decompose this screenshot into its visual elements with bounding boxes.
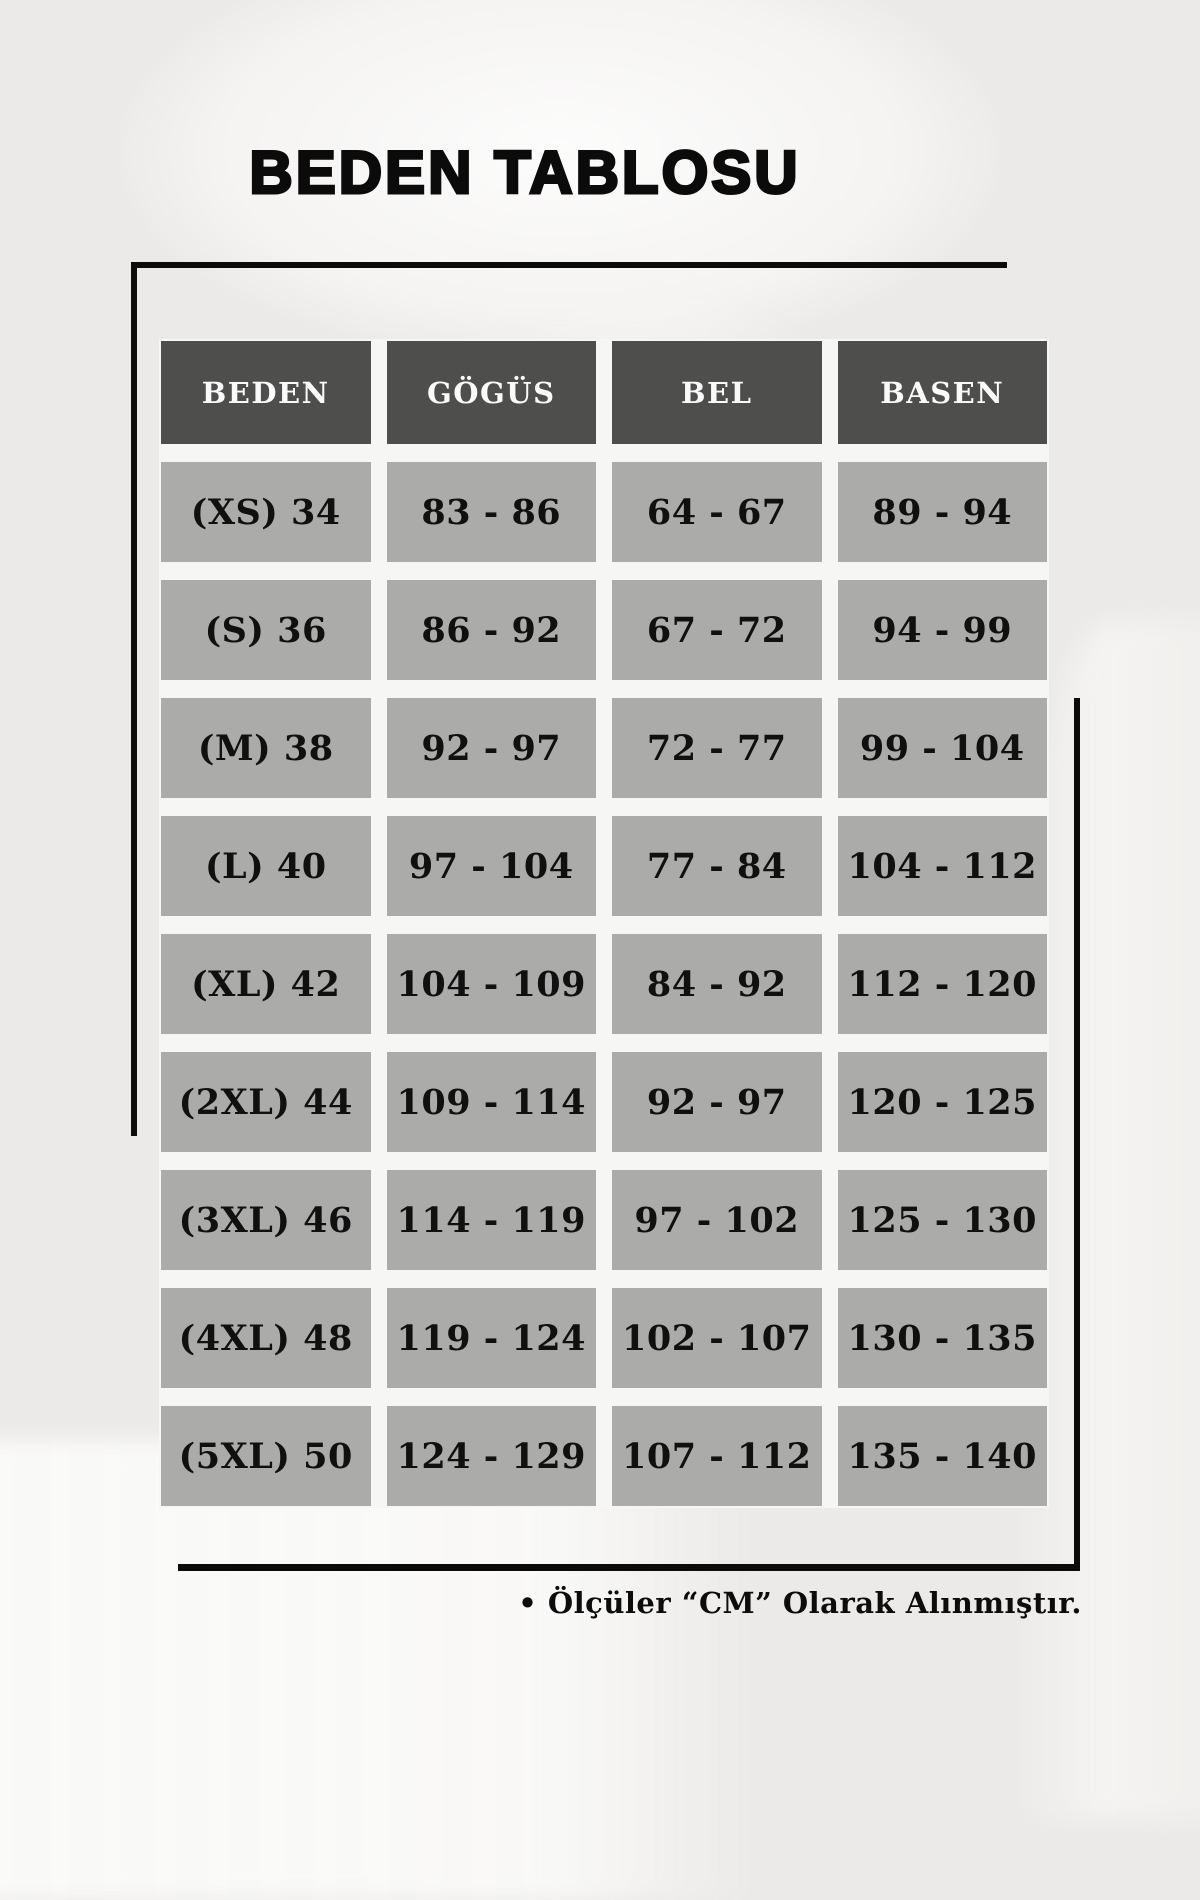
size-cell: (3XL) 46 <box>161 1170 371 1270</box>
size-cell: (4XL) 48 <box>161 1288 371 1388</box>
measure-cell: 99 - 104 <box>837 698 1047 798</box>
header-cell: BEL <box>612 341 822 444</box>
measure-cell: 64 - 67 <box>612 462 822 562</box>
size-cell: (M) 38 <box>161 698 371 798</box>
measure-cell: 104 - 109 <box>386 934 596 1034</box>
measure-cell: 120 - 125 <box>837 1052 1047 1152</box>
measure-cell: 86 - 92 <box>386 580 596 680</box>
measure-cell: 135 - 140 <box>837 1406 1047 1506</box>
measure-cell: 72 - 77 <box>612 698 822 798</box>
measure-cell: 89 - 94 <box>837 462 1047 562</box>
measure-cell: 114 - 119 <box>386 1170 596 1270</box>
header-cell: BEDEN <box>161 341 371 444</box>
measure-cell: 94 - 99 <box>837 580 1047 680</box>
measure-cell: 107 - 112 <box>612 1406 822 1506</box>
measure-cell: 84 - 92 <box>612 934 822 1034</box>
footer-note: • Ölçüler “CM” Olarak Alınmıştır. <box>518 1586 1082 1620</box>
header-cell: BASEN <box>837 341 1047 444</box>
measure-cell: 109 - 114 <box>386 1052 596 1152</box>
measure-cell: 125 - 130 <box>837 1170 1047 1270</box>
corner-bracket-bottom-right-vertical <box>1074 698 1080 1571</box>
size-table: BEDEN GÖGÜS BEL BASEN (XS) 34 83 - 86 64 - 67 8… <box>161 341 1047 1506</box>
size-cell: (2XL) 44 <box>161 1052 371 1152</box>
background-watermark-bottom-left <box>0 1440 760 1900</box>
size-cell: (L) 40 <box>161 816 371 916</box>
measure-cell: 92 - 97 <box>386 698 596 798</box>
corner-bracket-top-left-vertical <box>131 262 137 1136</box>
corner-bracket-bottom-right-horizontal <box>178 1564 1080 1571</box>
size-cell: (5XL) 50 <box>161 1406 371 1506</box>
size-cell: (XL) 42 <box>161 934 371 1034</box>
measure-cell: 92 - 97 <box>612 1052 822 1152</box>
corner-bracket-top-left-horizontal <box>135 262 1007 268</box>
measure-cell: 130 - 135 <box>837 1288 1047 1388</box>
measure-cell: 67 - 72 <box>612 580 822 680</box>
measure-cell: 119 - 124 <box>386 1288 596 1388</box>
measure-cell: 104 - 112 <box>837 816 1047 916</box>
size-cell: (S) 36 <box>161 580 371 680</box>
size-cell: (XS) 34 <box>161 462 371 562</box>
measure-cell: 112 - 120 <box>837 934 1047 1034</box>
measure-cell: 97 - 104 <box>386 816 596 916</box>
measure-cell: 83 - 86 <box>386 462 596 562</box>
measure-cell: 124 - 129 <box>386 1406 596 1506</box>
header-cell: GÖGÜS <box>386 341 596 444</box>
page-title: BEDEN TABLOSU <box>248 138 801 208</box>
measure-cell: 102 - 107 <box>612 1288 822 1388</box>
measure-cell: 77 - 84 <box>612 816 822 916</box>
measure-cell: 97 - 102 <box>612 1170 822 1270</box>
